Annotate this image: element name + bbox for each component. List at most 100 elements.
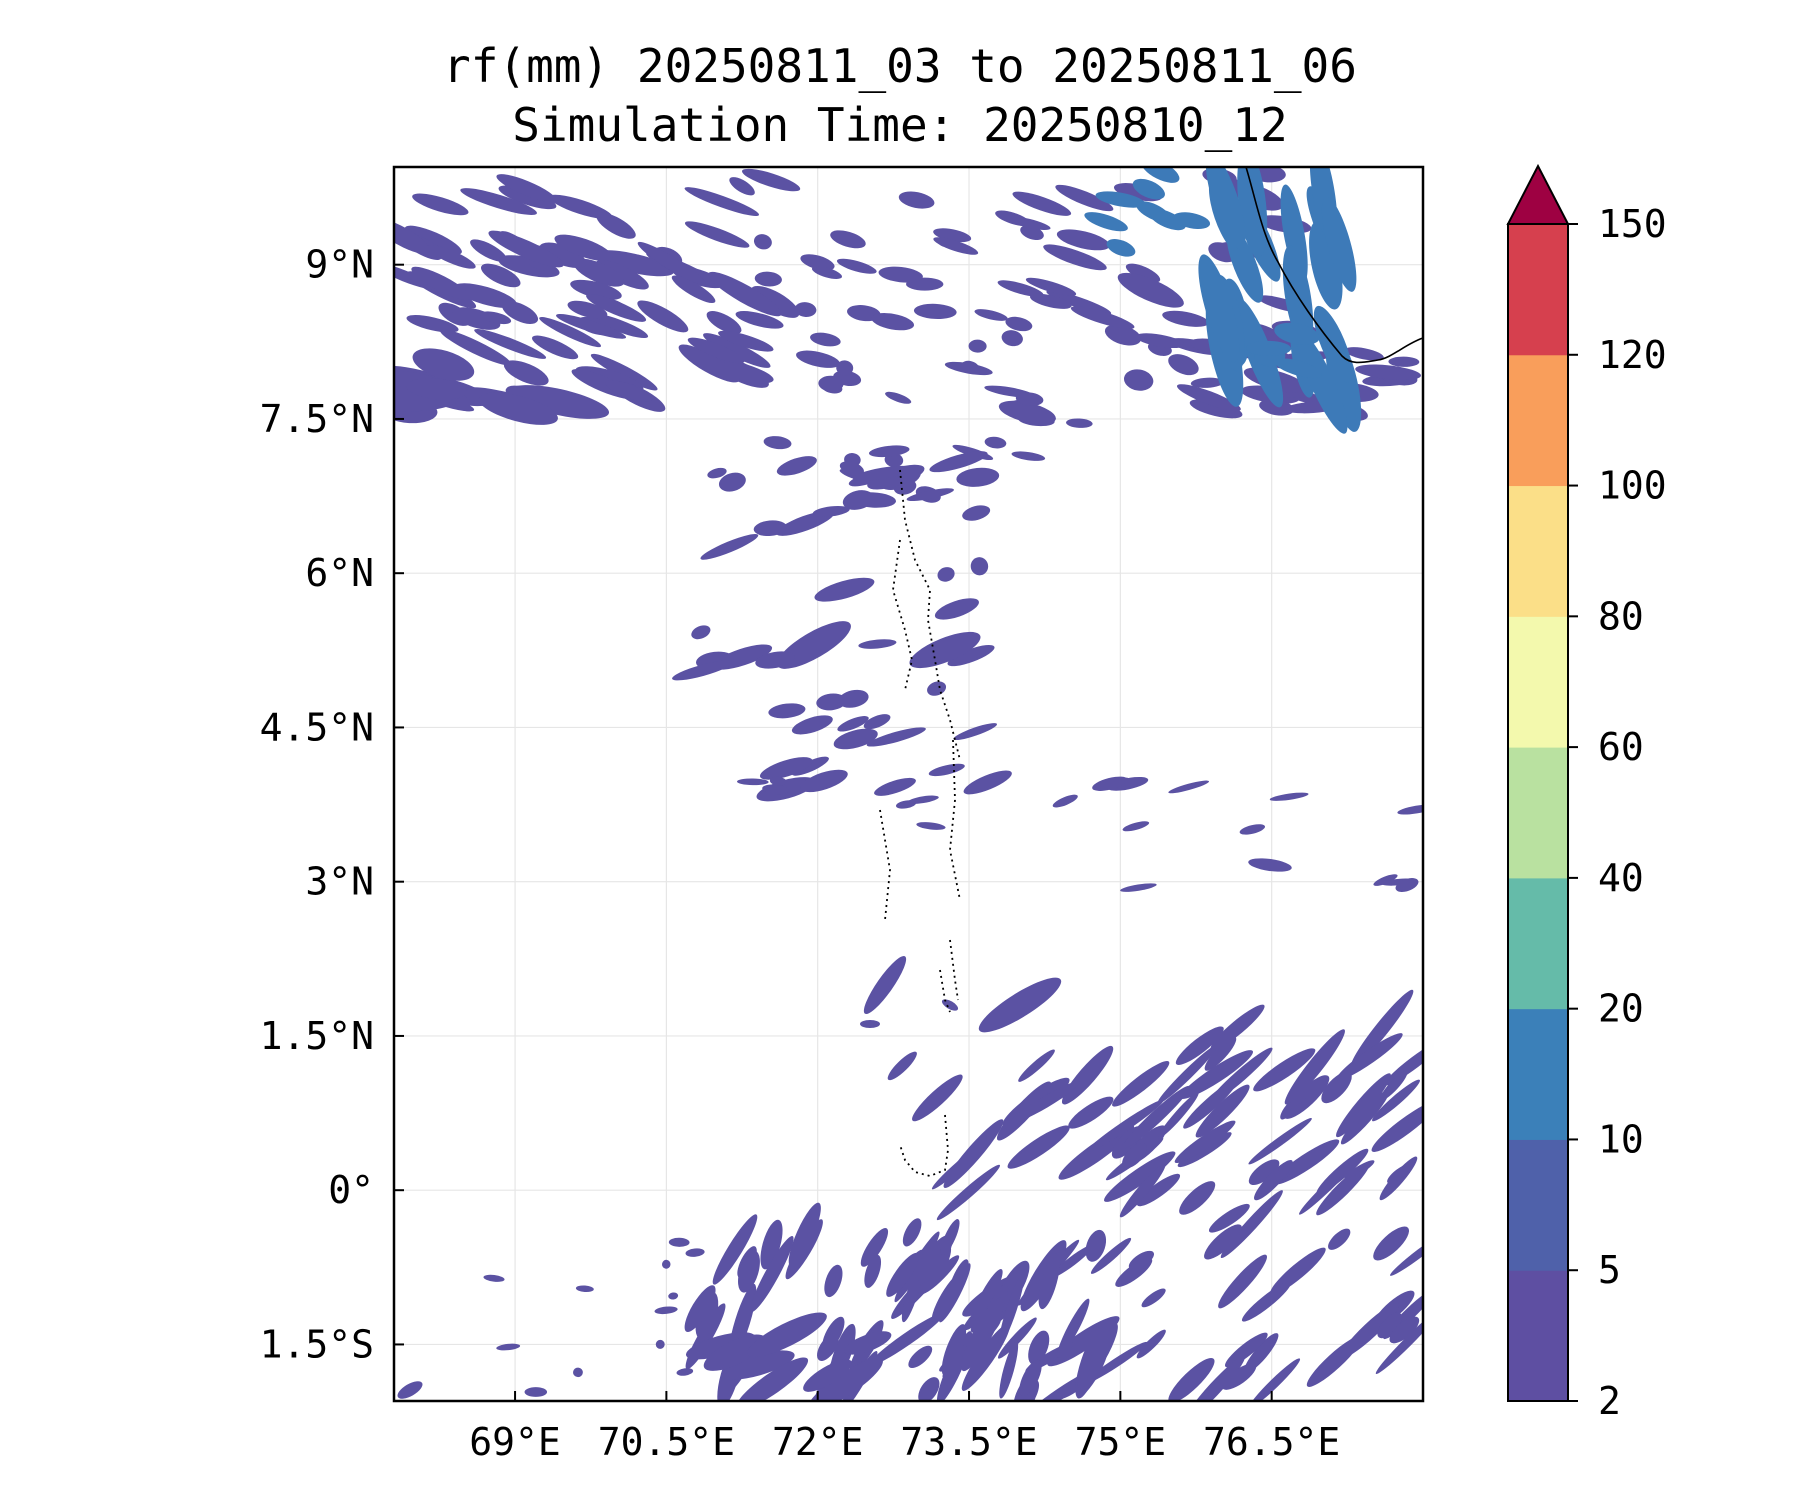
rain-cell xyxy=(885,391,912,404)
rain-cell xyxy=(1195,1084,1250,1138)
rain-cell xyxy=(763,436,792,450)
colorbar-segment xyxy=(1508,485,1568,617)
rain-cell xyxy=(871,313,915,331)
rain-cell xyxy=(1010,1081,1080,1124)
rain-cell xyxy=(1007,1125,1070,1169)
rain-cell xyxy=(1254,1159,1293,1201)
rain-cell xyxy=(1327,1155,1363,1183)
rain-cell xyxy=(1205,167,1246,250)
rain-cell xyxy=(729,177,755,196)
rain-cell xyxy=(1092,776,1128,791)
rain-cell xyxy=(1220,1190,1283,1259)
rain-cell xyxy=(830,230,866,249)
rain-cell xyxy=(1249,1358,1301,1401)
colorbar-label: 60 xyxy=(1598,725,1644,769)
rain-cell xyxy=(1284,1029,1345,1105)
rain-cell xyxy=(901,1265,923,1323)
rain-cell xyxy=(984,436,1007,449)
rain-cell xyxy=(1355,364,1421,381)
colorbar-segment xyxy=(1508,354,1568,487)
colorbar-label: 100 xyxy=(1598,464,1667,508)
rain-cell xyxy=(1136,201,1171,222)
rain-cell xyxy=(1189,399,1243,419)
rain-cell xyxy=(907,795,939,804)
rain-cell xyxy=(887,1051,917,1081)
rain-cell xyxy=(844,1331,892,1355)
rain-cell xyxy=(1058,1124,1135,1180)
colorbar-label: 10 xyxy=(1598,1117,1644,1161)
rain-cell xyxy=(575,1285,594,1293)
rain-cell xyxy=(1375,1310,1423,1374)
island-chain xyxy=(939,969,951,1013)
rain-cell xyxy=(671,275,716,304)
island-chain xyxy=(949,939,959,1001)
rain-cell xyxy=(1135,333,1185,349)
rain-cell xyxy=(941,1324,967,1377)
rain-cell xyxy=(1043,244,1107,271)
rain-cell xyxy=(687,337,745,364)
rain-cell xyxy=(811,266,843,279)
rain-cell xyxy=(1384,1038,1423,1086)
island-chain xyxy=(899,469,961,761)
colorbar-label: 20 xyxy=(1598,987,1644,1031)
rain-cell xyxy=(918,1377,940,1401)
rain-cell xyxy=(474,329,547,359)
rain-cell xyxy=(1248,1118,1312,1165)
rain-cell xyxy=(480,311,512,325)
rain-cell xyxy=(878,266,923,283)
rain-cell xyxy=(776,456,817,476)
rain-cell xyxy=(1137,1173,1181,1207)
rain-cell xyxy=(1070,306,1135,329)
rain-cell xyxy=(973,1269,1003,1320)
rain-cell xyxy=(978,977,1062,1033)
rain-cell xyxy=(1177,1132,1232,1168)
rain-cell xyxy=(1112,1061,1170,1107)
rain-cell xyxy=(886,1252,919,1297)
rain-cell xyxy=(397,1381,423,1399)
rain-cell xyxy=(573,258,625,287)
rain-cell xyxy=(794,302,817,317)
rain-cell xyxy=(1132,178,1165,200)
rain-cell xyxy=(1321,196,1357,292)
rain-cell xyxy=(1204,1036,1237,1071)
rain-cell xyxy=(953,723,997,741)
rain-cell xyxy=(1340,1302,1400,1358)
coastline xyxy=(1245,167,1423,364)
rain-cell xyxy=(1286,1080,1318,1110)
rain-cell xyxy=(1180,1050,1254,1099)
rain-cell xyxy=(785,1219,823,1280)
rain-cell xyxy=(1117,272,1184,308)
rain-cell xyxy=(1270,1247,1326,1295)
rain-cell xyxy=(796,350,840,368)
rain-cell xyxy=(1005,316,1033,332)
rain-cell xyxy=(1023,1380,1040,1401)
y-tick-label: 6°N xyxy=(305,551,374,595)
rain-cell xyxy=(1122,1085,1190,1149)
rain-cell xyxy=(1085,1229,1107,1262)
rain-cell xyxy=(1061,1045,1114,1105)
rain-cell xyxy=(539,242,587,268)
rain-cell xyxy=(394,218,430,255)
rain-cell xyxy=(1015,392,1044,406)
rain-cell xyxy=(712,1214,758,1285)
colorbar-segment xyxy=(1508,1270,1568,1402)
rain-cell xyxy=(1011,451,1046,461)
rain-cell xyxy=(931,1272,963,1323)
rain-cell xyxy=(691,625,711,640)
rain-cell xyxy=(944,361,993,376)
rain-cell xyxy=(1390,1229,1423,1276)
rain-cell xyxy=(874,777,916,796)
rain-cell xyxy=(1087,1099,1164,1152)
colorbar-label: 80 xyxy=(1598,594,1644,638)
rain-cell xyxy=(1055,184,1114,212)
rain-cell xyxy=(1162,310,1209,327)
rain-cell xyxy=(406,378,468,400)
rain-cell xyxy=(1168,354,1199,376)
rain-cell xyxy=(970,557,989,576)
rain-cell xyxy=(1205,1011,1259,1057)
rain-cell xyxy=(439,329,512,366)
rain-cell xyxy=(974,309,1008,321)
rain-cell xyxy=(1239,824,1266,835)
rain-cell xyxy=(637,300,689,333)
rain-cell xyxy=(1028,1330,1050,1365)
